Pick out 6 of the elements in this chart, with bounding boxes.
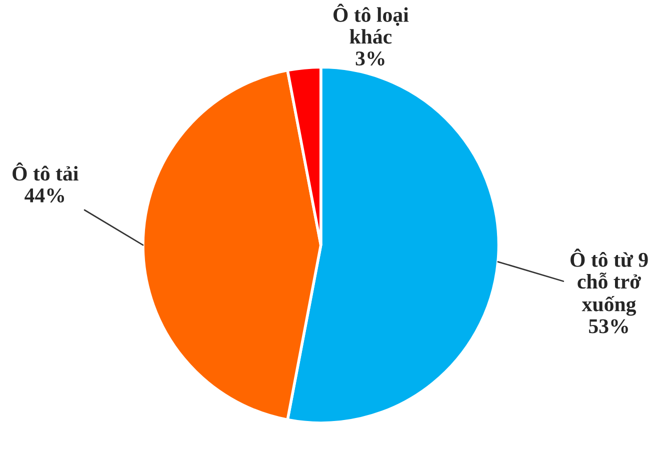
data-label: 53% bbox=[589, 319, 628, 334]
data-label: 3% bbox=[356, 51, 384, 66]
slice-label: Ô tô tải bbox=[12, 162, 78, 181]
slice-label: Ô tô loại khác bbox=[334, 4, 409, 44]
data-label: 44% bbox=[24, 188, 64, 203]
slice-label: Ô tô từ 9 chỗ trở xuống bbox=[570, 248, 648, 316]
